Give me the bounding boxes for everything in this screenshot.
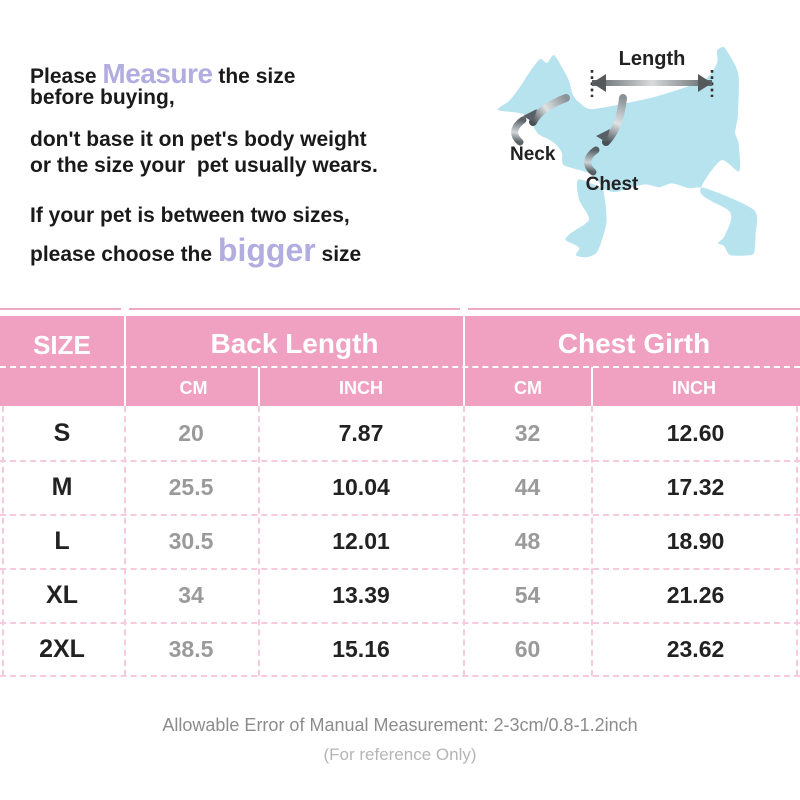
svg-text:Length: Length	[619, 48, 686, 70]
svg-text:Neck: Neck	[510, 144, 556, 165]
svg-text:Chest: Chest	[586, 174, 639, 195]
